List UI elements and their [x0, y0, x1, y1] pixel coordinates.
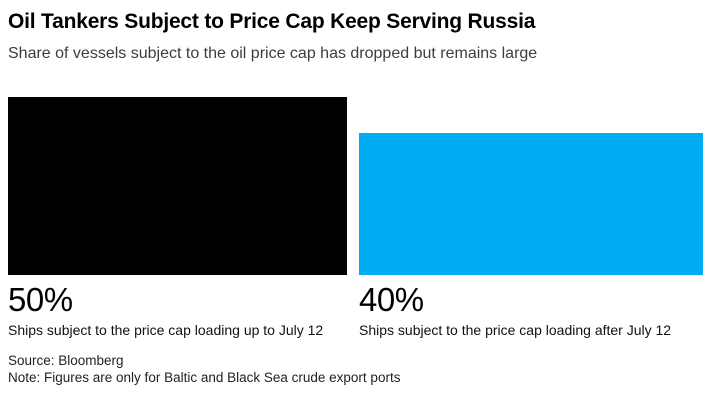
bar-after-july-12 [359, 133, 703, 275]
chart-footer: Source: Bloomberg Note: Figures are only… [8, 352, 703, 386]
bar-group-up-to-july-12: 50% Ships subject to the price cap loadi… [8, 97, 347, 339]
footnote: Note: Figures are only for Baltic and Bl… [8, 370, 401, 385]
bar-up-to-july-12 [8, 97, 347, 275]
bar-plot-area [8, 97, 347, 275]
chart-subtitle: Share of vessels subject to the oil pric… [8, 45, 538, 62]
bar-value-label: 50% [8, 281, 73, 318]
page-title: Oil Tankers Subject to Price Cap Keep Se… [8, 10, 536, 33]
bar-plot-area [359, 97, 703, 275]
bar-chart: 50% Ships subject to the price cap loadi… [8, 97, 703, 339]
bar-category-label: Ships subject to the price cap loading a… [359, 322, 672, 338]
bar-category-label: Ships subject to the price cap loading u… [8, 322, 324, 338]
bar-group-after-july-12: 40% Ships subject to the price cap loadi… [359, 97, 703, 339]
source-note: Source: Bloomberg [8, 353, 124, 368]
bar-value-label: 40% [359, 281, 424, 318]
